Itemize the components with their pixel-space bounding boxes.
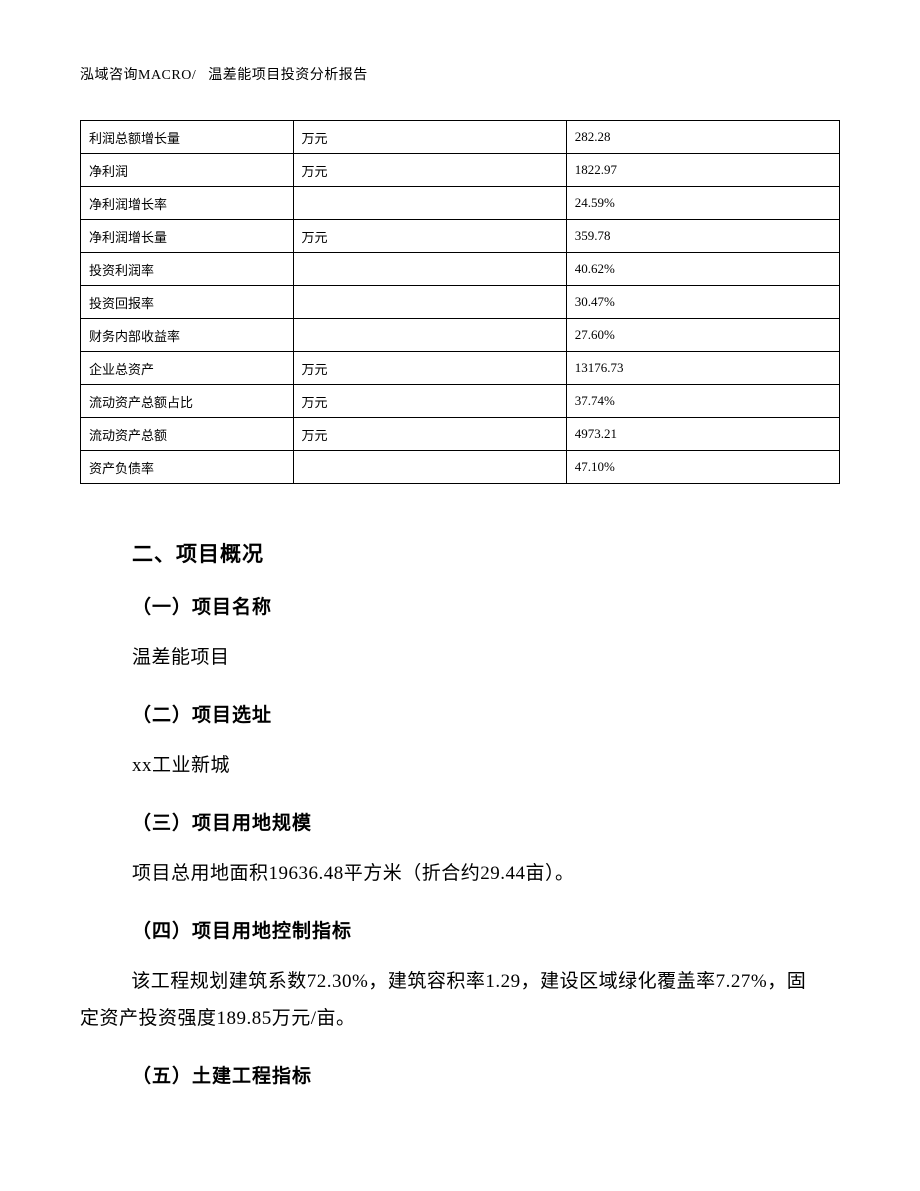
cell-name: 投资回报率: [81, 286, 294, 319]
cell-name: 净利润增长量: [81, 220, 294, 253]
cell-unit: 万元: [293, 121, 566, 154]
cell-name: 企业总资产: [81, 352, 294, 385]
header-company: 泓域咨询MACRO/: [80, 68, 196, 83]
cell-value: 40.62%: [566, 253, 839, 286]
cell-name: 净利润: [81, 154, 294, 187]
cell-value: 1822.97: [566, 154, 839, 187]
cell-value: 359.78: [566, 220, 839, 253]
cell-value: 4973.21: [566, 418, 839, 451]
header-title: 温差能项目投资分析报告: [208, 68, 368, 83]
cell-name: 资产负债率: [81, 451, 294, 484]
subsection-5-title: （五）土建工程指标: [132, 1061, 820, 1088]
table-row: 财务内部收益率 27.60%: [81, 319, 840, 352]
cell-unit: [293, 319, 566, 352]
cell-unit: [293, 451, 566, 484]
cell-value: 13176.73: [566, 352, 839, 385]
subsection-1-text: 温差能项目: [132, 639, 820, 676]
cell-name: 财务内部收益率: [81, 319, 294, 352]
subsection-2-title: （二）项目选址: [132, 700, 820, 727]
cell-value: 37.74%: [566, 385, 839, 418]
cell-name: 利润总额增长量: [81, 121, 294, 154]
cell-name: 投资利润率: [81, 253, 294, 286]
cell-name: 流动资产总额: [81, 418, 294, 451]
cell-value: 27.60%: [566, 319, 839, 352]
cell-value: 47.10%: [566, 451, 839, 484]
page-header: 泓域咨询MACRO/ 温差能项目投资分析报告: [80, 64, 840, 84]
table-row: 净利润增长率 24.59%: [81, 187, 840, 220]
subsection-3-title: （三）项目用地规模: [132, 808, 820, 835]
cell-unit: 万元: [293, 418, 566, 451]
section-title: 二、项目概况: [132, 538, 820, 568]
subsection-1-title: （一）项目名称: [132, 592, 820, 619]
subsection-4-text: 该工程规划建筑系数72.30%，建筑容积率1.29，建设区域绿化覆盖率7.27%…: [80, 963, 820, 1037]
cell-name: 净利润增长率: [81, 187, 294, 220]
table-row: 净利润万元1822.97: [81, 154, 840, 187]
table-row: 投资回报率 30.47%: [81, 286, 840, 319]
cell-value: 30.47%: [566, 286, 839, 319]
table-row: 资产负债率 47.10%: [81, 451, 840, 484]
cell-name: 流动资产总额占比: [81, 385, 294, 418]
table-row: 投资利润率 40.62%: [81, 253, 840, 286]
cell-unit: [293, 253, 566, 286]
cell-value: 282.28: [566, 121, 839, 154]
subsection-2-text: xx工业新城: [132, 747, 820, 784]
table-row: 流动资产总额万元4973.21: [81, 418, 840, 451]
subsection-3-text: 项目总用地面积19636.48平方米（折合约29.44亩）。: [132, 855, 820, 892]
cell-unit: 万元: [293, 385, 566, 418]
cell-unit: [293, 286, 566, 319]
cell-unit: 万元: [293, 352, 566, 385]
table-row: 流动资产总额占比万元37.74%: [81, 385, 840, 418]
table-row: 净利润增长量万元359.78: [81, 220, 840, 253]
document-page: 泓域咨询MACRO/ 温差能项目投资分析报告 利润总额增长量万元282.28净利…: [0, 0, 920, 1168]
table-row: 企业总资产万元13176.73: [81, 352, 840, 385]
cell-unit: [293, 187, 566, 220]
table-row: 利润总额增长量万元282.28: [81, 121, 840, 154]
cell-unit: 万元: [293, 154, 566, 187]
content-section: 二、项目概况 （一）项目名称 温差能项目 （二）项目选址 xx工业新城 （三）项…: [80, 538, 840, 1088]
table-body: 利润总额增长量万元282.28净利润万元1822.97净利润增长率24.59%净…: [81, 121, 840, 484]
subsection-4-title: （四）项目用地控制指标: [132, 916, 820, 943]
financial-table: 利润总额增长量万元282.28净利润万元1822.97净利润增长率24.59%净…: [80, 120, 840, 484]
cell-value: 24.59%: [566, 187, 839, 220]
cell-unit: 万元: [293, 220, 566, 253]
